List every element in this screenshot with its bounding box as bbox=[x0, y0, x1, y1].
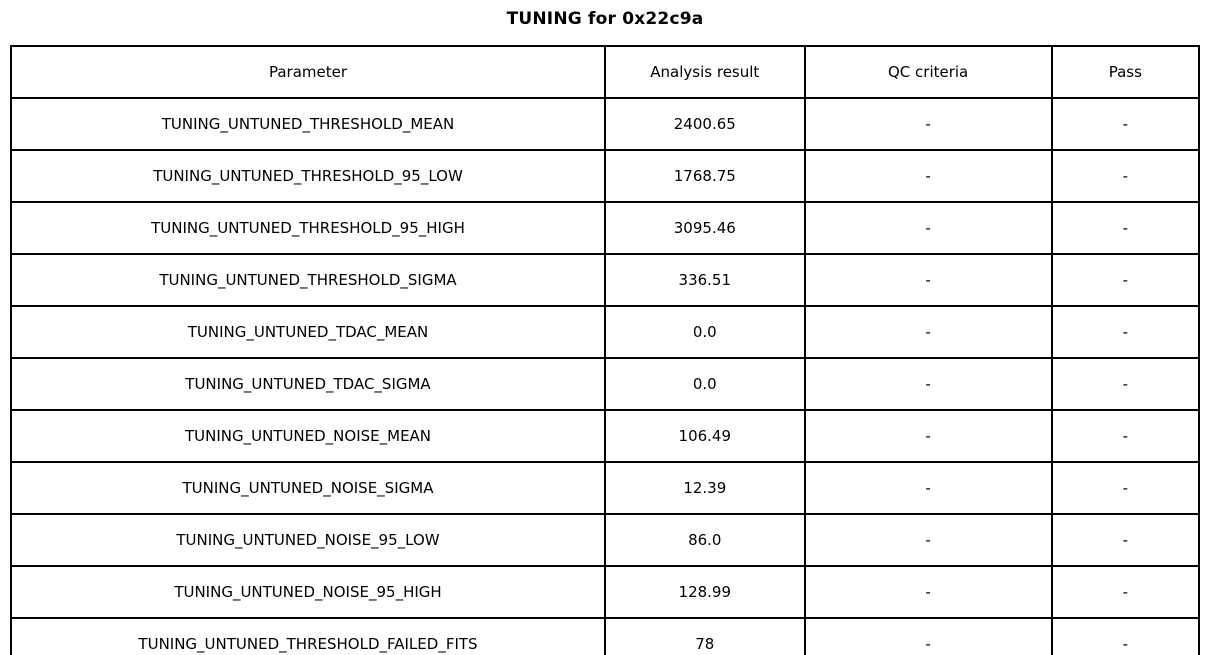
cell-parameter: TUNING_UNTUNED_THRESHOLD_95_LOW bbox=[10, 149, 606, 203]
cell-parameter: TUNING_UNTUNED_TDAC_SIGMA bbox=[10, 357, 606, 411]
table-row: TUNING_UNTUNED_THRESHOLD_95_LOW 1768.75 … bbox=[10, 149, 1201, 203]
cell-parameter: TUNING_UNTUNED_NOISE_MEAN bbox=[10, 409, 606, 463]
cell-pass: - bbox=[1050, 149, 1201, 203]
cell-qc-criteria: - bbox=[803, 253, 1053, 307]
column-header-analysis-result: Analysis result bbox=[604, 45, 806, 99]
cell-pass: - bbox=[1050, 97, 1201, 151]
figure-title: TUNING for 0x22c9a bbox=[506, 9, 704, 29]
cell-pass: - bbox=[1050, 461, 1201, 515]
table-row: TUNING_UNTUNED_THRESHOLD_SIGMA 336.51 - … bbox=[10, 253, 1201, 307]
cell-pass: - bbox=[1050, 617, 1201, 655]
table-row: TUNING_UNTUNED_NOISE_95_HIGH 128.99 - - bbox=[10, 565, 1201, 619]
cell-analysis-result: 78 bbox=[604, 617, 806, 655]
cell-analysis-result: 1768.75 bbox=[604, 149, 806, 203]
table-row: TUNING_UNTUNED_THRESHOLD_FAILED_FITS 78 … bbox=[10, 617, 1201, 655]
cell-analysis-result: 12.39 bbox=[604, 461, 806, 515]
table-row: TUNING_UNTUNED_TDAC_SIGMA 0.0 - - bbox=[10, 357, 1201, 411]
cell-pass: - bbox=[1050, 357, 1201, 411]
cell-analysis-result: 128.99 bbox=[604, 565, 806, 619]
cell-qc-criteria: - bbox=[803, 565, 1053, 619]
cell-pass: - bbox=[1050, 565, 1201, 619]
cell-qc-criteria: - bbox=[803, 617, 1053, 655]
cell-pass: - bbox=[1050, 409, 1201, 463]
cell-pass: - bbox=[1050, 201, 1201, 255]
column-header-qc-criteria: QC criteria bbox=[803, 45, 1053, 99]
cell-parameter: TUNING_UNTUNED_TDAC_MEAN bbox=[10, 305, 606, 359]
cell-pass: - bbox=[1050, 253, 1201, 307]
column-header-parameter: Parameter bbox=[10, 45, 606, 99]
table-row: TUNING_UNTUNED_NOISE_MEAN 106.49 - - bbox=[10, 409, 1201, 463]
table-row: TUNING_UNTUNED_THRESHOLD_95_HIGH 3095.46… bbox=[10, 201, 1201, 255]
table-row: TUNING_UNTUNED_THRESHOLD_MEAN 2400.65 - … bbox=[10, 97, 1201, 151]
table-row: TUNING_UNTUNED_NOISE_SIGMA 12.39 - - bbox=[10, 461, 1201, 515]
column-header-pass: Pass bbox=[1050, 45, 1201, 99]
tuning-qc-table: Parameter Analysis result QC criteria Pa… bbox=[10, 45, 1201, 655]
cell-parameter: TUNING_UNTUNED_NOISE_95_HIGH bbox=[10, 565, 606, 619]
cell-qc-criteria: - bbox=[803, 409, 1053, 463]
cell-qc-criteria: - bbox=[803, 357, 1053, 411]
cell-analysis-result: 3095.46 bbox=[604, 201, 806, 255]
cell-qc-criteria: - bbox=[803, 201, 1053, 255]
cell-analysis-result: 86.0 bbox=[604, 513, 806, 567]
cell-qc-criteria: - bbox=[803, 149, 1053, 203]
cell-qc-criteria: - bbox=[803, 513, 1053, 567]
cell-analysis-result: 336.51 bbox=[604, 253, 806, 307]
cell-pass: - bbox=[1050, 305, 1201, 359]
cell-qc-criteria: - bbox=[803, 305, 1053, 359]
cell-analysis-result: 106.49 bbox=[604, 409, 806, 463]
table-header-row: Parameter Analysis result QC criteria Pa… bbox=[10, 45, 1201, 99]
cell-parameter: TUNING_UNTUNED_NOISE_SIGMA bbox=[10, 461, 606, 515]
cell-analysis-result: 0.0 bbox=[604, 357, 806, 411]
cell-parameter: TUNING_UNTUNED_THRESHOLD_MEAN bbox=[10, 97, 606, 151]
cell-analysis-result: 2400.65 bbox=[604, 97, 806, 151]
cell-parameter: TUNING_UNTUNED_NOISE_95_LOW bbox=[10, 513, 606, 567]
cell-parameter: TUNING_UNTUNED_THRESHOLD_FAILED_FITS bbox=[10, 617, 606, 655]
cell-qc-criteria: - bbox=[803, 97, 1053, 151]
cell-qc-criteria: - bbox=[803, 461, 1053, 515]
table-row: TUNING_UNTUNED_TDAC_MEAN 0.0 - - bbox=[10, 305, 1201, 359]
cell-analysis-result: 0.0 bbox=[604, 305, 806, 359]
table-row: TUNING_UNTUNED_NOISE_95_LOW 86.0 - - bbox=[10, 513, 1201, 567]
cell-parameter: TUNING_UNTUNED_THRESHOLD_95_HIGH bbox=[10, 201, 606, 255]
cell-pass: - bbox=[1050, 513, 1201, 567]
cell-parameter: TUNING_UNTUNED_THRESHOLD_SIGMA bbox=[10, 253, 606, 307]
